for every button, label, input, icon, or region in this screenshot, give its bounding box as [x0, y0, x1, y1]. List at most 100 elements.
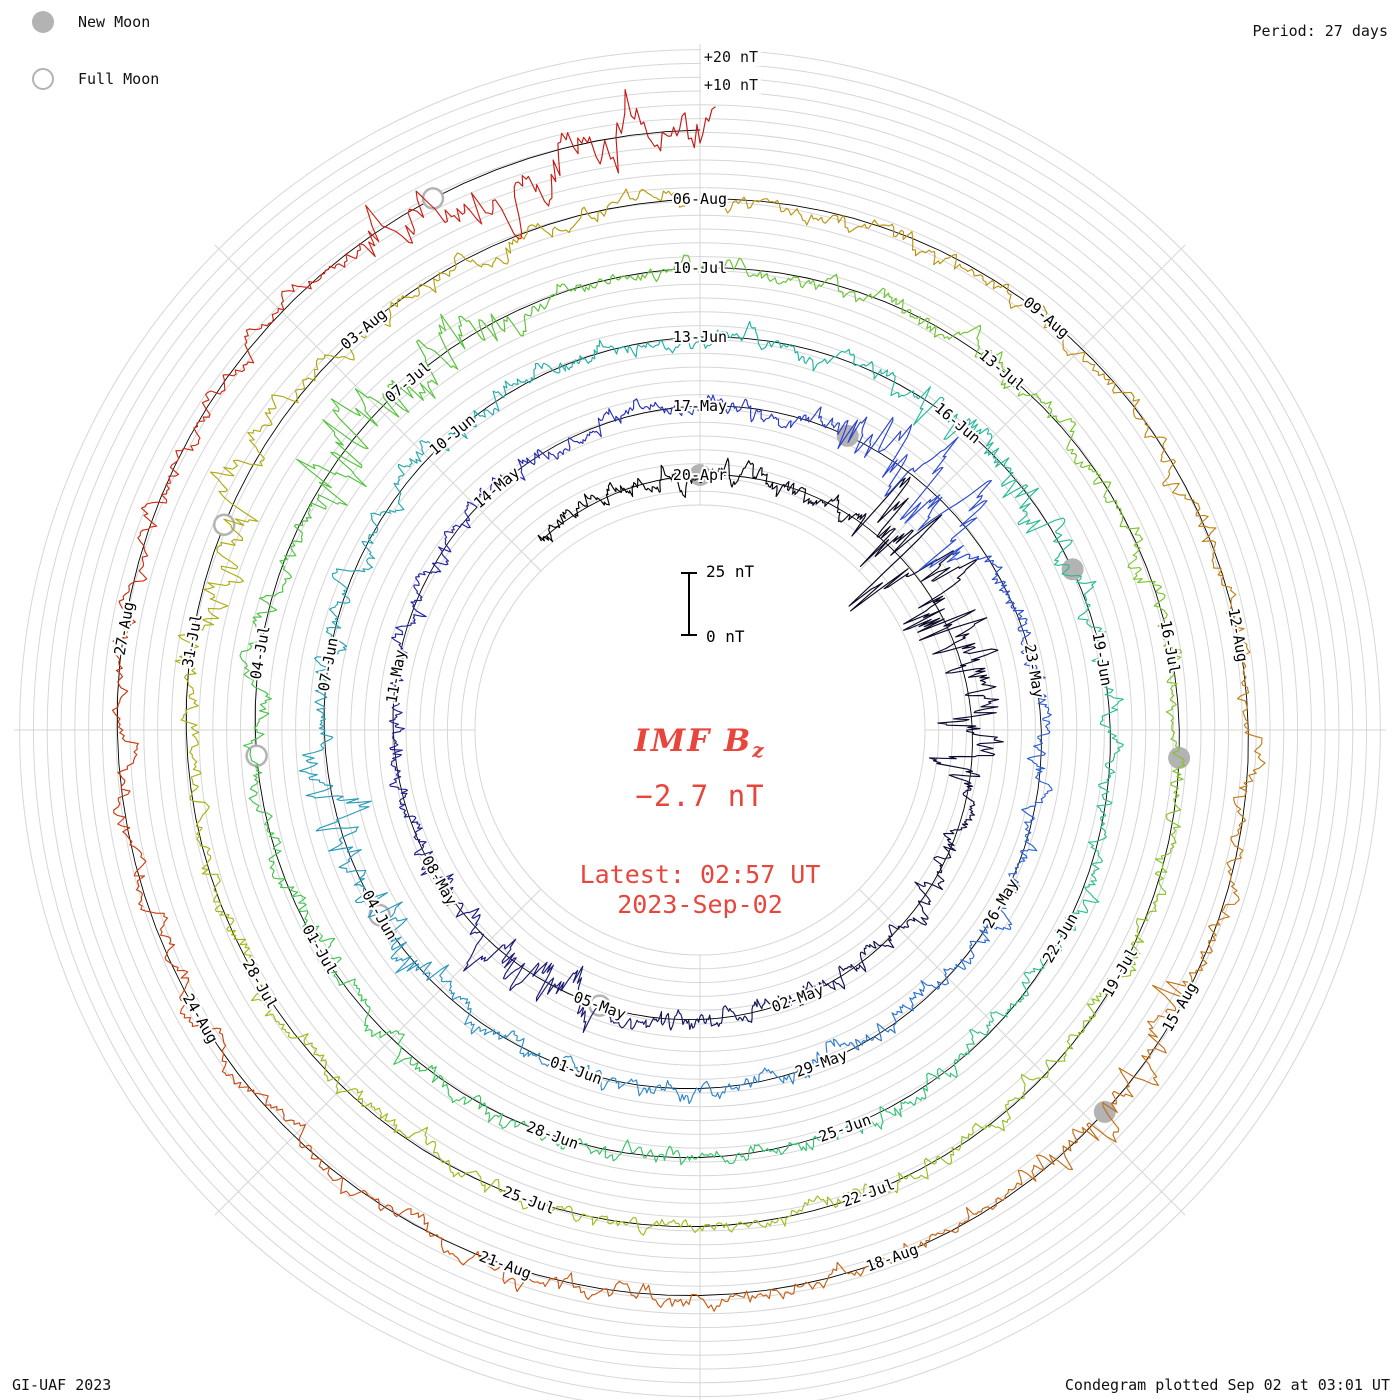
- plus20-nt-label: +20 nT: [700, 48, 762, 66]
- bz-trace-segment: [438, 523, 471, 553]
- ring-date-label: 22-Jul: [840, 1175, 897, 1210]
- grid-spoke: [858, 888, 1186, 1216]
- ring-date-label: 18-Aug: [864, 1240, 921, 1275]
- bz-trace-segment: [391, 614, 423, 646]
- bz-trace-segment: [888, 1157, 937, 1194]
- bz-trace-segment: [492, 377, 536, 399]
- bz-trace-segment: [201, 363, 248, 418]
- bz-trace-segment: [169, 416, 210, 475]
- bz-trace-segment: [330, 1176, 391, 1212]
- bz-trace-segment: [180, 705, 200, 763]
- bz-trace-segment: [752, 1141, 803, 1155]
- bz-trace-segment: [918, 557, 979, 612]
- bz-trace-segment: [991, 560, 1011, 596]
- bz-trace-segment: [999, 283, 1048, 329]
- bz-trace-segment: [802, 979, 838, 994]
- bz-trace-segment: [778, 204, 839, 226]
- latest-value: −2.7 nT: [635, 779, 765, 813]
- bz-trace-segment: [1037, 703, 1052, 743]
- bz-trace-segment: [195, 817, 212, 875]
- bz-trace-segment: [1088, 818, 1107, 865]
- bz-trace-segment: [1021, 948, 1060, 984]
- bz-trace-segment: [1166, 762, 1186, 816]
- bz-trace-segment: [814, 1261, 875, 1289]
- bz-trace-segment: [584, 274, 635, 292]
- bz-trace-segment: [607, 482, 639, 498]
- bz-trace-segment: [501, 938, 526, 992]
- bz-trace-segment: [1086, 972, 1132, 1017]
- bz-trace-segment: [1099, 682, 1124, 729]
- bz-trace-segment: [495, 223, 550, 265]
- bz-trace-segment: [1233, 624, 1251, 686]
- bz-trace-segment: [907, 893, 931, 926]
- bz-trace-segment: [391, 644, 408, 682]
- bz-trace-segment: [780, 1195, 836, 1227]
- bz-trace-segment: [433, 873, 455, 906]
- bz-trace-segment: [745, 998, 776, 1023]
- grid-spoke: [858, 244, 1186, 572]
- bz-trace-segment: [302, 346, 355, 385]
- bz-trace-segment: [919, 545, 994, 571]
- bz-trace-segment: [464, 396, 500, 432]
- bz-trace-segment: [223, 425, 265, 477]
- bz-trace-segment: [636, 464, 664, 493]
- bz-trace-segment: [948, 253, 1001, 290]
- ring-date-label: 19-Jul: [1099, 945, 1142, 1001]
- bz-trace-segment: [140, 473, 180, 531]
- bz-trace-segment: [323, 1066, 366, 1107]
- ring-date-label: 10-Jul: [673, 259, 727, 277]
- ring-date-label: 05-May: [571, 988, 628, 1023]
- bz-trace-segment: [829, 348, 874, 373]
- bz-trace-segment: [836, 963, 867, 990]
- bz-trace-segment: [975, 1097, 1025, 1132]
- bz-trace-segment: [438, 252, 497, 277]
- bz-trace-segment: [943, 413, 993, 440]
- bz-trace-segment: [325, 601, 350, 645]
- bz-trace-segment: [609, 1139, 660, 1163]
- bz-trace-segment: [565, 89, 632, 174]
- bz-trace-segment: [802, 491, 835, 507]
- bz-trace-segment: [833, 494, 860, 523]
- bz-trace-segment: [912, 386, 951, 426]
- bz-trace-segment: [937, 719, 1004, 752]
- bz-trace-segment: [974, 349, 1021, 390]
- bz-trace-segment: [775, 481, 806, 498]
- ring-date-label: 14-May: [470, 463, 523, 512]
- bz-trace-segment: [453, 902, 481, 935]
- bz-trace-segment: [390, 680, 404, 715]
- bz-trace-segment: [413, 844, 438, 877]
- bz-trace-segment: [681, 1014, 715, 1030]
- bz-trace-segment: [952, 685, 1000, 721]
- bz-trace-segment: [611, 1077, 652, 1097]
- bz-trace-segment: [1077, 593, 1107, 637]
- chart-title-subscript: z: [752, 738, 766, 762]
- ring-date-label: 07-Jul: [381, 358, 434, 407]
- bz-trace-segment: [1091, 635, 1111, 684]
- bz-trace-segment: [480, 471, 516, 496]
- bz-trace-segment: [334, 204, 388, 269]
- bz-trace-segment: [1096, 773, 1113, 820]
- bz-trace-segment: [746, 320, 790, 350]
- bz-trace-segment: [658, 337, 703, 354]
- bz-trace-segment: [1160, 459, 1201, 510]
- bz-trace-segment: [902, 608, 988, 641]
- bz-trace-segment: [1237, 684, 1263, 747]
- bz-trace-segment: [730, 1067, 769, 1091]
- bz-trace-segment: [354, 379, 414, 427]
- bz-trace-segment: [490, 305, 539, 342]
- bz-trace-segment: [1082, 464, 1118, 509]
- bz-trace-segment: [990, 981, 1029, 1018]
- bz-trace-segment: [690, 1080, 732, 1102]
- bz-trace-segment: [1213, 567, 1237, 626]
- bz-trace-segment: [389, 1205, 443, 1246]
- bz-trace-segment: [1154, 814, 1181, 870]
- bz-trace-segment: [1056, 418, 1084, 468]
- bz-trace-segment: [403, 814, 427, 846]
- bz-trace-segment: [1020, 817, 1038, 857]
- bz-trace-segment: [125, 529, 149, 595]
- bz-trace-segment: [1018, 629, 1037, 667]
- ring-date-label: 21-Aug: [477, 1247, 534, 1282]
- bz-trace-segment: [208, 873, 235, 930]
- bz-trace-segment: [683, 254, 737, 275]
